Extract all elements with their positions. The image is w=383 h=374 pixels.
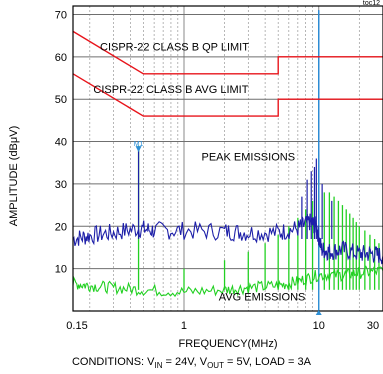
avg-limit-line [72, 73, 383, 117]
y-tick-label: 30 [55, 179, 67, 191]
plot-frame [72, 5, 383, 312]
y-tick-label: 40 [55, 137, 67, 149]
y-tick-label: 10 [55, 264, 67, 276]
qp-limit-line [72, 30, 383, 75]
marker-m1-label: M1 [134, 141, 144, 148]
vin-symbol: V [147, 356, 155, 368]
x-tick-label: 1 [181, 320, 187, 332]
x-axis-label: FREQUENCY(MHz) [178, 338, 278, 350]
vout-value: = 5V, LOAD = 3A [223, 356, 311, 368]
y-tick-label: 50 [55, 94, 67, 106]
avg-emissions-trace [72, 265, 383, 298]
peak-emissions-label: PEAK EMISSIONS [202, 152, 296, 164]
conditions-caption: CONDITIONS: VIN = 24V, VOUT = 5V, LOAD =… [0, 356, 383, 370]
vin-subscript: IN [154, 361, 163, 371]
marker-m1-icon [135, 146, 142, 153]
y-tick-label: 70 [55, 9, 67, 21]
y-tick-label: 20 [55, 221, 67, 233]
figure-tag: toc12 [362, 0, 380, 7]
avg-emissions-label: AVG EMISSIONS [219, 291, 306, 303]
x-tick-label: 0.15 [66, 320, 87, 332]
x-tick-label: 30 [367, 320, 379, 332]
vin-value: = 24V, [162, 356, 200, 368]
y-axis-label: AMPLITUDE (dBμV) [8, 125, 20, 227]
marker-bottom-icon [315, 310, 322, 315]
qp-limit-label: CISPR-22 CLASS B QP LIMIT [100, 41, 249, 53]
y-tick-label: 60 [55, 52, 67, 64]
vout-symbol: V [199, 356, 208, 368]
vout-subscript: OUT [207, 361, 224, 371]
avg-limit-label: CISPR-22 CLASS B AVG LIMIT [93, 84, 248, 96]
peak-emissions-trace [72, 213, 383, 265]
conditions-prefix: CONDITIONS: [71, 356, 148, 368]
x-tick-label: 10 [313, 320, 325, 332]
